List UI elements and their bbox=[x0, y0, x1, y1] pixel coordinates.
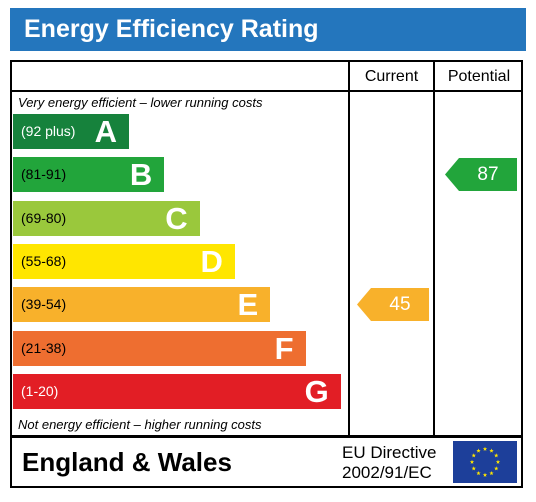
band-letter: B bbox=[129, 157, 153, 193]
potential-arrow-shape bbox=[445, 158, 517, 192]
band-c: (69-80) C bbox=[13, 200, 200, 236]
band-d: (55-68) D bbox=[13, 243, 235, 279]
band-range-label: (21-38) bbox=[21, 339, 67, 356]
rating-chart: Current Potential Very energy efficient … bbox=[10, 60, 523, 437]
band-range-label: (92 plus) bbox=[21, 123, 76, 139]
star-icon bbox=[495, 459, 501, 464]
page-title: Energy Efficiency Rating bbox=[10, 8, 526, 51]
potential-rating-value: 87 bbox=[477, 164, 499, 186]
header-divider bbox=[12, 90, 521, 92]
band-letter: C bbox=[165, 200, 188, 236]
eu-flag-icon bbox=[453, 441, 517, 483]
band-letter: E bbox=[237, 287, 259, 323]
star-icon bbox=[476, 470, 481, 476]
band-letter: D bbox=[200, 243, 223, 279]
caption-efficient: Very energy efficient – lower running co… bbox=[18, 95, 263, 110]
band-range-label: (39-54) bbox=[21, 296, 67, 313]
divider-potential bbox=[433, 62, 435, 435]
star-icon bbox=[482, 446, 488, 451]
current-arrow-shape bbox=[357, 288, 429, 322]
band-g: (1-20) G bbox=[13, 373, 341, 409]
band-range-label: (81-91) bbox=[21, 166, 67, 183]
directive-line-1: EU Directive bbox=[342, 443, 437, 462]
current-rating-pointer: 45 bbox=[357, 288, 429, 322]
star-icon bbox=[476, 448, 481, 453]
star-icon bbox=[489, 448, 494, 453]
band-range-label: (55-68) bbox=[21, 252, 67, 269]
band-letter: F bbox=[274, 330, 294, 366]
country-label: England & Wales bbox=[22, 447, 232, 477]
star-icon bbox=[471, 466, 476, 471]
directive-line-2: 2002/91/EC bbox=[342, 463, 432, 482]
column-header-potential: Potential bbox=[447, 68, 511, 85]
star-icon bbox=[471, 453, 476, 458]
band-letter: G bbox=[304, 373, 329, 409]
eu-directive: EU Directive 2002/91/EC bbox=[342, 443, 436, 483]
column-header-current: Current bbox=[364, 68, 419, 85]
star-icon bbox=[494, 453, 499, 458]
band-range-label: (1-20) bbox=[21, 382, 59, 399]
band-range-label: (69-80) bbox=[21, 209, 67, 226]
star-icon bbox=[469, 459, 475, 464]
band-b: (81-91) B bbox=[13, 157, 165, 193]
band-a: (92 plus) A bbox=[13, 114, 129, 149]
footer: England & Wales EU Directive 2002/91/EC bbox=[10, 436, 523, 488]
current-rating-value: 45 bbox=[389, 294, 411, 316]
star-icon bbox=[489, 470, 494, 476]
star-icon bbox=[494, 466, 499, 471]
band-letter: A bbox=[94, 114, 117, 149]
caption-inefficient: Not energy efficient – higher running co… bbox=[18, 417, 262, 432]
band-f: (21-38) F bbox=[13, 330, 306, 366]
potential-rating-pointer: 87 bbox=[445, 158, 517, 192]
divider-current bbox=[348, 62, 350, 435]
band-e: (39-54) E bbox=[13, 287, 271, 323]
star-icon bbox=[482, 472, 488, 477]
